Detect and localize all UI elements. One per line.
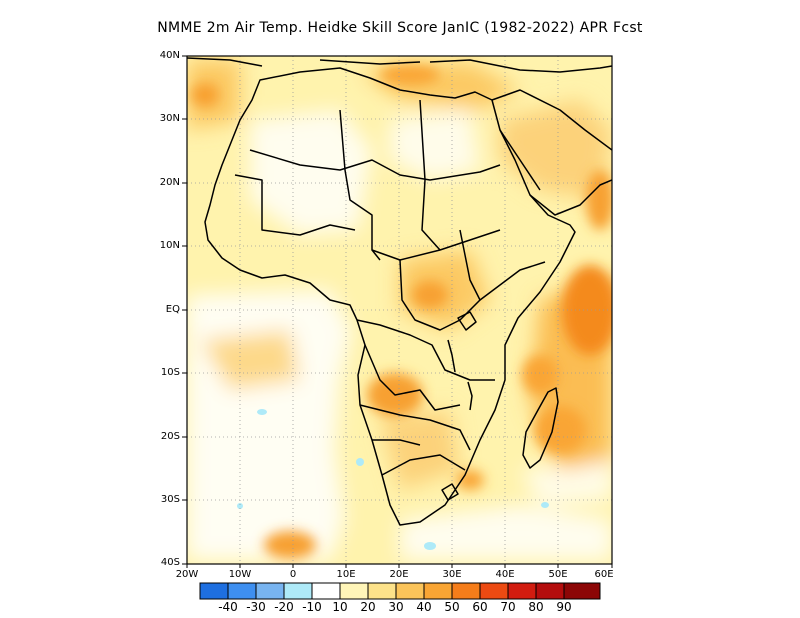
lat-label: 30N — [159, 113, 180, 124]
lake-malawi — [467, 381, 473, 411]
lat-label: 20N — [159, 177, 180, 188]
map-title: NMME 2m Air Temp. Heidke Skill Score Jan… — [157, 20, 643, 36]
colorbar-label: 80 — [528, 600, 544, 614]
lon-label: 10W — [228, 569, 252, 580]
lon-label: 60E — [594, 569, 614, 580]
lat-label: 10N — [159, 240, 180, 251]
colorbar-box — [451, 582, 481, 600]
colorbar-box — [339, 582, 369, 600]
colorbar-box — [255, 582, 285, 600]
lon-label: 10E — [336, 569, 356, 580]
colorbar-label: 60 — [472, 600, 488, 614]
lake-tanganyika — [447, 339, 456, 373]
lat-label: EQ — [165, 304, 180, 315]
colorbar-label: 90 — [556, 600, 572, 614]
colorbar-box — [535, 582, 565, 600]
lon-label: 20W — [175, 569, 199, 580]
colorbar-box — [199, 582, 229, 600]
colorbar-label: 10 — [332, 600, 348, 614]
lon-label: 30E — [442, 569, 462, 580]
colorbar-label: -30 — [246, 600, 266, 614]
lat-label: 40N — [159, 50, 180, 61]
lat-label: 10S — [160, 367, 180, 378]
colorbar-label: 30 — [388, 600, 404, 614]
lon-label: 0 — [289, 569, 297, 580]
colorbar — [199, 582, 601, 600]
colorbar-box — [563, 582, 601, 600]
lon-label: 50E — [548, 569, 568, 580]
colorbar-box — [283, 582, 313, 600]
colorbar-box — [395, 582, 425, 600]
colorbar-label: 20 — [360, 600, 376, 614]
lat-label: 40S — [160, 557, 180, 568]
colorbar-label: 70 — [500, 600, 516, 614]
colorbar-box — [479, 582, 509, 600]
arabia-outline — [491, 89, 612, 216]
madagascar-outline — [522, 387, 559, 469]
colorbar-box — [423, 582, 453, 600]
tick-marks — [182, 55, 613, 568]
colorbar-box — [311, 582, 341, 600]
lon-label: 40E — [495, 569, 515, 580]
lat-label: 30S — [160, 494, 180, 505]
colorbar-label: -10 — [302, 600, 322, 614]
coastlines-borders — [187, 57, 612, 526]
colorbar-label: 40 — [416, 600, 432, 614]
colorbar-box — [227, 582, 257, 600]
lon-label: 20E — [389, 569, 409, 580]
colorbar-label: -20 — [274, 600, 294, 614]
lake-victoria — [457, 311, 477, 331]
lat-label: 20S — [160, 431, 180, 442]
colorbar-box — [507, 582, 537, 600]
colorbar-label: 50 — [444, 600, 460, 614]
colorbar-label: -40 — [218, 600, 238, 614]
colorbar-box — [367, 582, 397, 600]
